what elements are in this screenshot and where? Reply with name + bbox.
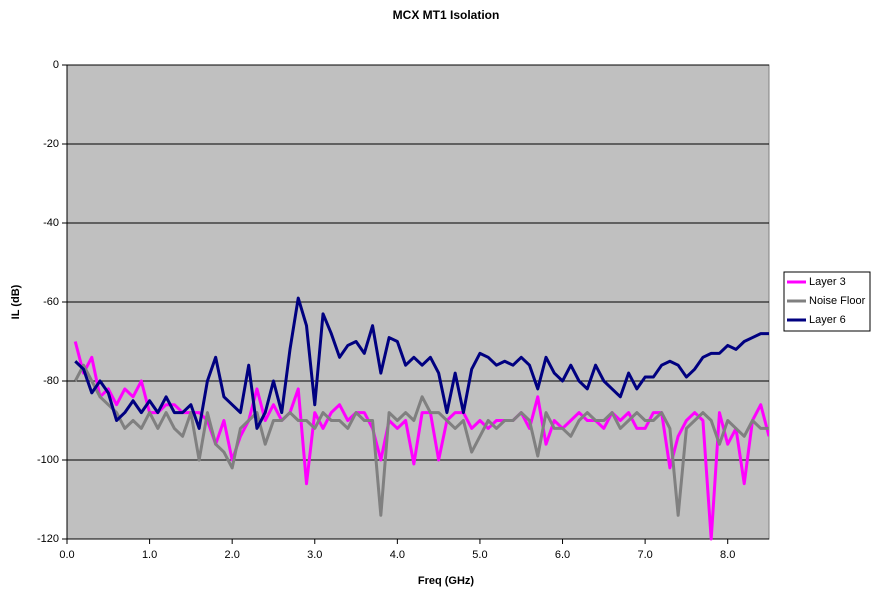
x-tick-label: 1.0 <box>142 549 157 561</box>
y-tick-label: -80 <box>43 375 59 387</box>
x-tick-label: 4.0 <box>390 549 405 561</box>
y-axis-label: IL (dB) <box>10 284 22 319</box>
legend-label: Layer 3 <box>809 276 846 288</box>
x-tick-label: 2.0 <box>225 549 240 561</box>
x-tick-label: 3.0 <box>307 549 322 561</box>
legend-label: Layer 6 <box>809 314 846 326</box>
y-tick-label: 0 <box>53 59 59 71</box>
x-tick-label: 7.0 <box>637 549 652 561</box>
y-tick-label: -40 <box>43 217 59 229</box>
y-tick-label: -100 <box>37 454 59 466</box>
x-axis-label: Freq (GHz) <box>418 575 475 587</box>
y-tick-label: -120 <box>37 533 59 545</box>
x-tick-label: 0.0 <box>59 549 74 561</box>
y-tick-label: -20 <box>43 138 59 150</box>
series-line <box>73 363 769 517</box>
chart-title: MCX MT1 Isolation <box>393 8 500 22</box>
x-tick-label: 5.0 <box>472 549 487 561</box>
series-line <box>74 296 769 430</box>
legend-label: Noise Floor <box>809 295 866 307</box>
y-tick-label: -60 <box>43 296 59 308</box>
x-tick-label: 8.0 <box>720 549 735 561</box>
x-tick-label: 6.0 <box>555 549 570 561</box>
